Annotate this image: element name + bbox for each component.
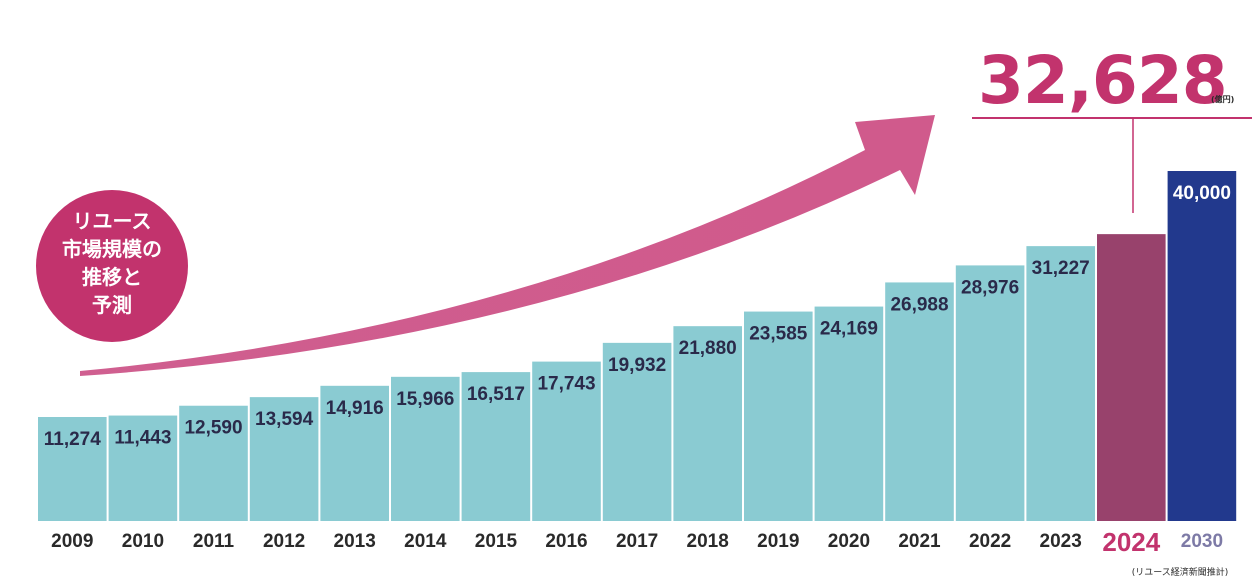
tick-label-2020: 2020 — [828, 531, 870, 552]
value-label-2015: 16,517 — [467, 384, 525, 405]
value-label-2011: 12,590 — [184, 418, 242, 439]
tick-label-2016: 2016 — [545, 531, 587, 552]
tick-label-2012: 2012 — [263, 531, 305, 552]
highlight-callout: 32,628 (億円) — [972, 42, 1252, 213]
bar-2012 — [249, 397, 319, 521]
value-label-2017: 19,932 — [608, 355, 666, 376]
bar-2010 — [108, 415, 178, 521]
value-label-2013: 14,916 — [326, 398, 384, 419]
bar-2022 — [955, 265, 1025, 521]
value-label-2009: 11,274 — [44, 429, 101, 450]
title-line-4: 予測 — [92, 293, 132, 317]
bars-group: 11,274 2009 11,443 2010 12,590 2011 13,594 2012… — [38, 171, 1237, 557]
tick-label-2019: 2019 — [757, 531, 799, 552]
bar-2018 — [673, 326, 742, 521]
value-label-2010: 11,443 — [114, 428, 171, 449]
value-label-2021: 26,988 — [890, 294, 948, 315]
value-label-2020: 24,169 — [820, 319, 878, 340]
tick-label-2021: 2021 — [898, 531, 941, 552]
tick-label-2015: 2015 — [475, 531, 518, 552]
bar-2013 — [320, 385, 389, 521]
bar-2023 — [1026, 246, 1095, 521]
bar-2024 — [1097, 234, 1166, 521]
tick-label-2009: 2009 — [51, 531, 93, 552]
value-label-2016: 17,743 — [537, 374, 595, 395]
value-label-2030: 40,000 — [1173, 183, 1231, 204]
bar-2021 — [885, 282, 954, 521]
value-label-2014: 15,966 — [396, 389, 454, 410]
tick-label-2011: 2011 — [193, 531, 235, 552]
tick-label-2024: 2024 — [1102, 527, 1160, 557]
tick-label-2014: 2014 — [404, 531, 447, 552]
value-label-2012: 13,594 — [255, 409, 314, 430]
bar-2020 — [814, 306, 884, 521]
value-label-2019: 23,585 — [749, 324, 808, 345]
tick-label-2010: 2010 — [122, 531, 164, 552]
bar-2014 — [391, 376, 460, 521]
title-badge: リユース 市場規模の 推移と 予測 — [36, 190, 188, 342]
bar-2016 — [532, 361, 601, 521]
tick-label-2017: 2017 — [616, 531, 658, 552]
value-label-2018: 21,880 — [679, 338, 737, 359]
title-line-1: リユース — [73, 209, 152, 233]
source-note: (リユース経済新聞推計) — [1132, 566, 1229, 578]
bar-2011 — [179, 405, 248, 521]
title-line-2: 市場規模の — [62, 237, 162, 261]
bar-2015 — [461, 372, 531, 521]
value-label-2022: 28,976 — [961, 277, 1019, 298]
bar-2017 — [602, 342, 672, 521]
bar-2019 — [744, 311, 813, 521]
highlight-value: 32,628 — [978, 42, 1227, 119]
tick-label-2023: 2023 — [1040, 531, 1082, 552]
value-label-2023: 31,227 — [1032, 258, 1090, 279]
tick-label-2030: 2030 — [1181, 531, 1223, 552]
bar-2030 — [1167, 171, 1237, 521]
highlight-unit: (億円) — [1211, 94, 1234, 104]
tick-label-2013: 2013 — [334, 531, 376, 552]
bar-2009 — [38, 417, 107, 521]
tick-label-2018: 2018 — [687, 531, 729, 552]
title-line-3: 推移と — [82, 265, 142, 289]
tick-label-2022: 2022 — [969, 531, 1011, 552]
